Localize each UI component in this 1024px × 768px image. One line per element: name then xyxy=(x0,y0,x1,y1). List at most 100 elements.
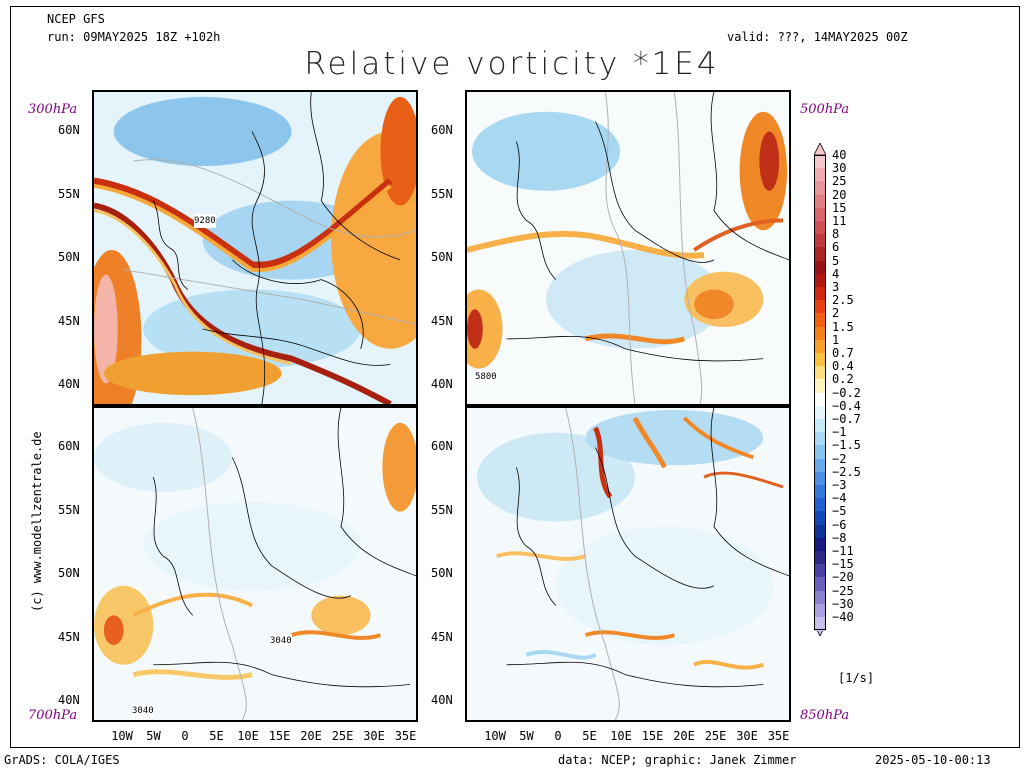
colorbar-label: 1 xyxy=(832,332,840,347)
colorbar-swatch xyxy=(814,221,826,235)
website-credit: (c) www.modellzentrale.de xyxy=(30,431,44,612)
colorbar-label: −0.4 xyxy=(832,398,861,413)
colorbar-swatch xyxy=(814,445,826,460)
colorbar-label: −0.2 xyxy=(832,385,861,400)
colorbar-top-arrow xyxy=(814,143,826,155)
lon-label: 20E xyxy=(673,729,695,743)
lon-label: 15E xyxy=(268,729,291,743)
colorbar-swatch xyxy=(814,181,826,196)
contour-label-700-east: 3040 xyxy=(270,634,292,648)
lon-label: 30E xyxy=(736,729,758,743)
lat-label: 45N xyxy=(58,629,80,644)
colorbar-swatch xyxy=(814,392,826,407)
colorbar-label: −1 xyxy=(832,425,847,440)
colorbar-label: −2.5 xyxy=(832,464,861,479)
colorbar-label: 25 xyxy=(832,174,847,189)
colorbar-swatch xyxy=(814,353,826,367)
colorbar-label: −5 xyxy=(832,504,847,519)
lat-label: 40N xyxy=(431,693,453,707)
colorbar-label: 1.5 xyxy=(832,319,854,334)
colorbar-swatch xyxy=(814,168,826,182)
lon-label: 5W xyxy=(519,729,534,743)
figure-frame xyxy=(10,6,1020,748)
lat-label: 40N xyxy=(58,693,80,707)
colorbar-swatch xyxy=(814,511,826,526)
vorticity-field-700 xyxy=(94,408,416,720)
contour-label-700-west: 3040 xyxy=(132,704,154,718)
lat-label: 60N xyxy=(58,439,80,453)
colorbar-label: −0.7 xyxy=(832,412,861,426)
run-time: run: 09MAY2025 18Z +102h xyxy=(47,30,221,44)
colorbar-swatch xyxy=(814,379,826,394)
lon-label: 35E xyxy=(767,729,790,743)
colorbar-label: −8 xyxy=(832,530,847,545)
colorbar-swatch xyxy=(814,194,826,209)
lat-label: 45N xyxy=(58,313,80,328)
lon-label: 30E xyxy=(363,729,385,743)
lat-label: 50N xyxy=(431,250,453,264)
colorbar-label: 30 xyxy=(832,161,847,176)
colorbar-label: −40 xyxy=(832,610,854,624)
colorbar-label: 3 xyxy=(832,280,840,294)
vorticity-field-300 xyxy=(94,92,416,404)
lat-label: 50N xyxy=(431,566,453,580)
colorbar-swatch xyxy=(814,617,826,631)
lat-label: 55N xyxy=(431,502,453,517)
colorbar-label: 8 xyxy=(832,227,840,242)
colorbar-label: 20 xyxy=(832,187,847,202)
colorbar-label: −25 xyxy=(832,583,854,598)
lat-label: 60N xyxy=(431,123,453,137)
vorticity-field-850 xyxy=(467,408,789,720)
map-panel-700hpa: 3040 3040 xyxy=(92,406,418,722)
colorbar-swatch xyxy=(814,564,826,578)
colorbar-label: −11 xyxy=(832,544,854,558)
contour-label-500: 5800 xyxy=(475,370,497,384)
lat-label: 60N xyxy=(58,123,80,137)
colorbar-label: −2 xyxy=(832,451,847,466)
lat-label: 55N xyxy=(431,186,453,201)
lon-label: 10W xyxy=(111,729,133,743)
colorbar-swatch xyxy=(814,405,826,420)
colorbar-label: −15 xyxy=(832,557,854,572)
colorbar-label: −6 xyxy=(832,517,847,532)
colorbar-swatch xyxy=(814,366,826,380)
lon-label: 35E xyxy=(394,729,417,743)
colorbar-label: 6 xyxy=(832,240,840,255)
colorbar-label: 0.2 xyxy=(832,372,854,387)
colorbar-swatch xyxy=(814,485,826,499)
colorbar-swatch xyxy=(814,247,826,262)
lon-label: 20E xyxy=(300,729,322,743)
colorbar-label: −1.5 xyxy=(832,438,861,453)
colorbar-swatch xyxy=(814,260,826,275)
vorticity-field-500 xyxy=(467,92,789,404)
colorbar-swatch xyxy=(814,287,826,301)
colorbar-swatch xyxy=(814,603,826,618)
map-panel-850hpa xyxy=(465,406,791,722)
colorbar-label: −20 xyxy=(832,570,854,585)
contour-label-300: 9280 xyxy=(194,214,216,228)
colorbar-label: 15 xyxy=(832,200,847,215)
colorbar-swatch xyxy=(814,524,826,539)
colorbar-label: −3 xyxy=(832,478,847,492)
colorbar-swatch xyxy=(814,577,826,592)
lon-label: 25E xyxy=(704,729,727,743)
timestamp: 2025-05-10-00:13 xyxy=(875,753,991,767)
lat-label: 45N xyxy=(431,629,453,644)
colorbar-border xyxy=(814,155,826,631)
colorbar-label: 2.5 xyxy=(832,293,854,308)
colorbar-swatch xyxy=(814,207,826,222)
colorbar-swatch xyxy=(814,339,826,354)
map-panel-300hpa: 9280 xyxy=(92,90,418,406)
lat-label: 55N xyxy=(58,502,80,517)
colorbar-label: 4 xyxy=(832,266,840,281)
lat-label: 40N xyxy=(431,377,453,391)
lon-label: 0 xyxy=(554,729,562,743)
colorbar-label: 40 xyxy=(832,148,847,162)
colorbar-swatch xyxy=(814,313,826,328)
level-label-300: 300hPa xyxy=(28,102,78,117)
colorbar-label: 2 xyxy=(832,306,840,321)
lat-label: 50N xyxy=(58,250,80,264)
lon-label: 25E xyxy=(331,729,354,743)
colorbar-swatch xyxy=(814,551,826,565)
colorbar-swatch xyxy=(814,155,826,169)
